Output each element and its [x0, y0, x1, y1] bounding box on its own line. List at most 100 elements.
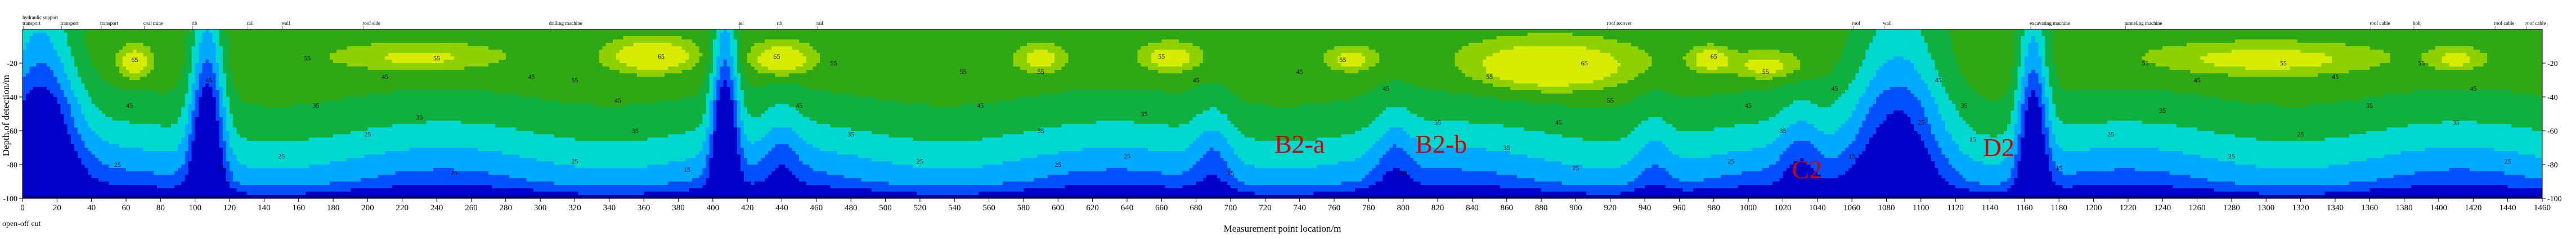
x-tick-label: 800	[1397, 203, 1410, 213]
x-tick-label: 1460	[2534, 203, 2551, 213]
contour-value-label: 25	[1572, 164, 1579, 172]
top-annotation: transport	[60, 20, 78, 26]
contour-value-label: 55	[1762, 68, 1769, 76]
y-tick-label: -20	[7, 60, 17, 68]
anomaly-label: B2-a	[1274, 130, 1325, 158]
contour-value-label: 15	[1848, 152, 1855, 160]
x-tick-label: 260	[465, 203, 478, 213]
y-tick-label: -80	[7, 161, 17, 170]
contour-value-label: 15	[218, 164, 225, 172]
x-tick-label: 1160	[2016, 203, 2032, 213]
x-tick-label: 360	[638, 203, 650, 213]
x-tick-label: 1060	[1843, 203, 1860, 213]
contour-value-label: 15	[1227, 169, 1234, 177]
contour-value-label: 35	[1434, 118, 1441, 126]
contour-value-label: 25	[364, 130, 371, 138]
contour-value-label: 45	[2194, 76, 2201, 84]
contour-value-label: 55	[831, 59, 837, 67]
x-tick-label: 700	[1224, 203, 1237, 213]
contour-value-label: 45	[1555, 118, 1562, 126]
x-tick-label: 1000	[1740, 203, 1757, 213]
x-tick-label: 460	[810, 203, 823, 213]
contour-value-label: 35	[416, 113, 423, 121]
contour-value-label: 55	[2418, 59, 2425, 67]
x-tick-label: 1100	[1913, 203, 1929, 213]
contour-value-label: 65	[773, 52, 780, 60]
contour-value-label: 35	[312, 101, 319, 109]
x-tick-label: 240	[430, 203, 443, 213]
x-tick-label: 160	[292, 203, 305, 213]
y-tick-label-right: -80	[2547, 161, 2558, 170]
x-tick-label: 1440	[2499, 203, 2516, 213]
top-annotation: rib	[777, 20, 782, 26]
x-tick-label: 740	[1293, 203, 1306, 213]
contour-value-label: 55	[1607, 96, 1614, 104]
contour-value-label: 35	[2453, 118, 2460, 126]
contour-value-label: 25	[917, 157, 923, 165]
contour-value-label: 55	[2142, 59, 2149, 67]
contour-value-label: 55	[1339, 56, 1346, 64]
anomaly-label: C2	[1792, 155, 1823, 184]
contour-value-label: 25	[451, 169, 457, 177]
top-annotation: hydraulic support	[23, 15, 59, 20]
x-tick-label: 560	[982, 203, 995, 213]
x-tick-label: 580	[1017, 203, 1030, 213]
contour-value-label: 25	[2505, 157, 2511, 165]
corner-label: open-off cut	[2, 220, 41, 228]
x-tick-label: 960	[1673, 203, 1686, 213]
x-tick-label: 860	[1500, 203, 1513, 213]
x-tick-label: 380	[672, 203, 685, 213]
top-annotation: roof recover	[1607, 20, 1632, 26]
contour-value-label: 25	[2297, 130, 2304, 138]
contour-value-label: 45	[2332, 73, 2339, 81]
y-axis-title: Depth of detection/m	[1, 75, 11, 156]
x-tick-label: 420	[741, 203, 754, 213]
contour-value-label: 35	[2366, 101, 2373, 109]
contour-value-label: 25	[2107, 130, 2114, 138]
x-tick-label: 940	[1639, 203, 1651, 213]
x-tick-label: 0	[20, 203, 25, 213]
x-tick-label: 920	[1604, 203, 1617, 213]
x-tick-label: 520	[914, 203, 927, 213]
x-tick-label: 1180	[2050, 203, 2067, 213]
top-annotation: roof cable	[2525, 20, 2546, 26]
contour-value-label: 55	[2280, 59, 2287, 67]
contour-value-label: 25	[1054, 161, 1061, 169]
contour-value-label: 55	[1158, 52, 1165, 60]
x-tick-label: 480	[845, 203, 858, 213]
contour-value-label: 45	[205, 76, 212, 84]
top-annotation: rail	[816, 20, 823, 26]
x-tick-label: 120	[223, 203, 236, 213]
x-tick-label: 600	[1052, 203, 1065, 213]
contour-value-label: 55	[571, 76, 578, 84]
contour-value-label: 45	[382, 73, 388, 81]
x-tick-label: 1280	[2223, 203, 2240, 213]
x-tick-label: 1140	[1982, 203, 1998, 213]
x-tick-label: 1040	[1809, 203, 1826, 213]
top-annotation: tel	[739, 20, 744, 26]
contour-value-label: 25	[571, 157, 578, 165]
y-axis-right: -20-40-60-80-100	[2542, 60, 2562, 203]
x-tick-label: 220	[396, 203, 409, 213]
x-tick-label: 1360	[2361, 203, 2378, 213]
x-tick-label: 1420	[2465, 203, 2481, 213]
contour-value-label: 35	[847, 130, 854, 138]
top-annotation: roof cable	[2494, 20, 2514, 26]
contour-value-label: 45	[796, 101, 802, 109]
contour-value-label: 65	[1711, 52, 1717, 60]
contour-value-label: 45	[1831, 85, 1838, 92]
contour-value-label: 45	[1296, 68, 1303, 76]
contour-value-label: 35	[632, 127, 639, 135]
x-axis-title: Measurement point location/m	[1224, 223, 1341, 234]
x-tick-label: 820	[1431, 203, 1444, 213]
y-tick-label: -100	[3, 195, 17, 203]
x-tick-label: 300	[534, 203, 547, 213]
x-tick-label: 980	[1708, 203, 1721, 213]
contour-value-label: 45	[126, 101, 133, 109]
x-tick-label: 1380	[2396, 203, 2413, 213]
contour-value-label: 65	[1581, 59, 1588, 67]
contour-value-label: 45	[977, 101, 984, 109]
